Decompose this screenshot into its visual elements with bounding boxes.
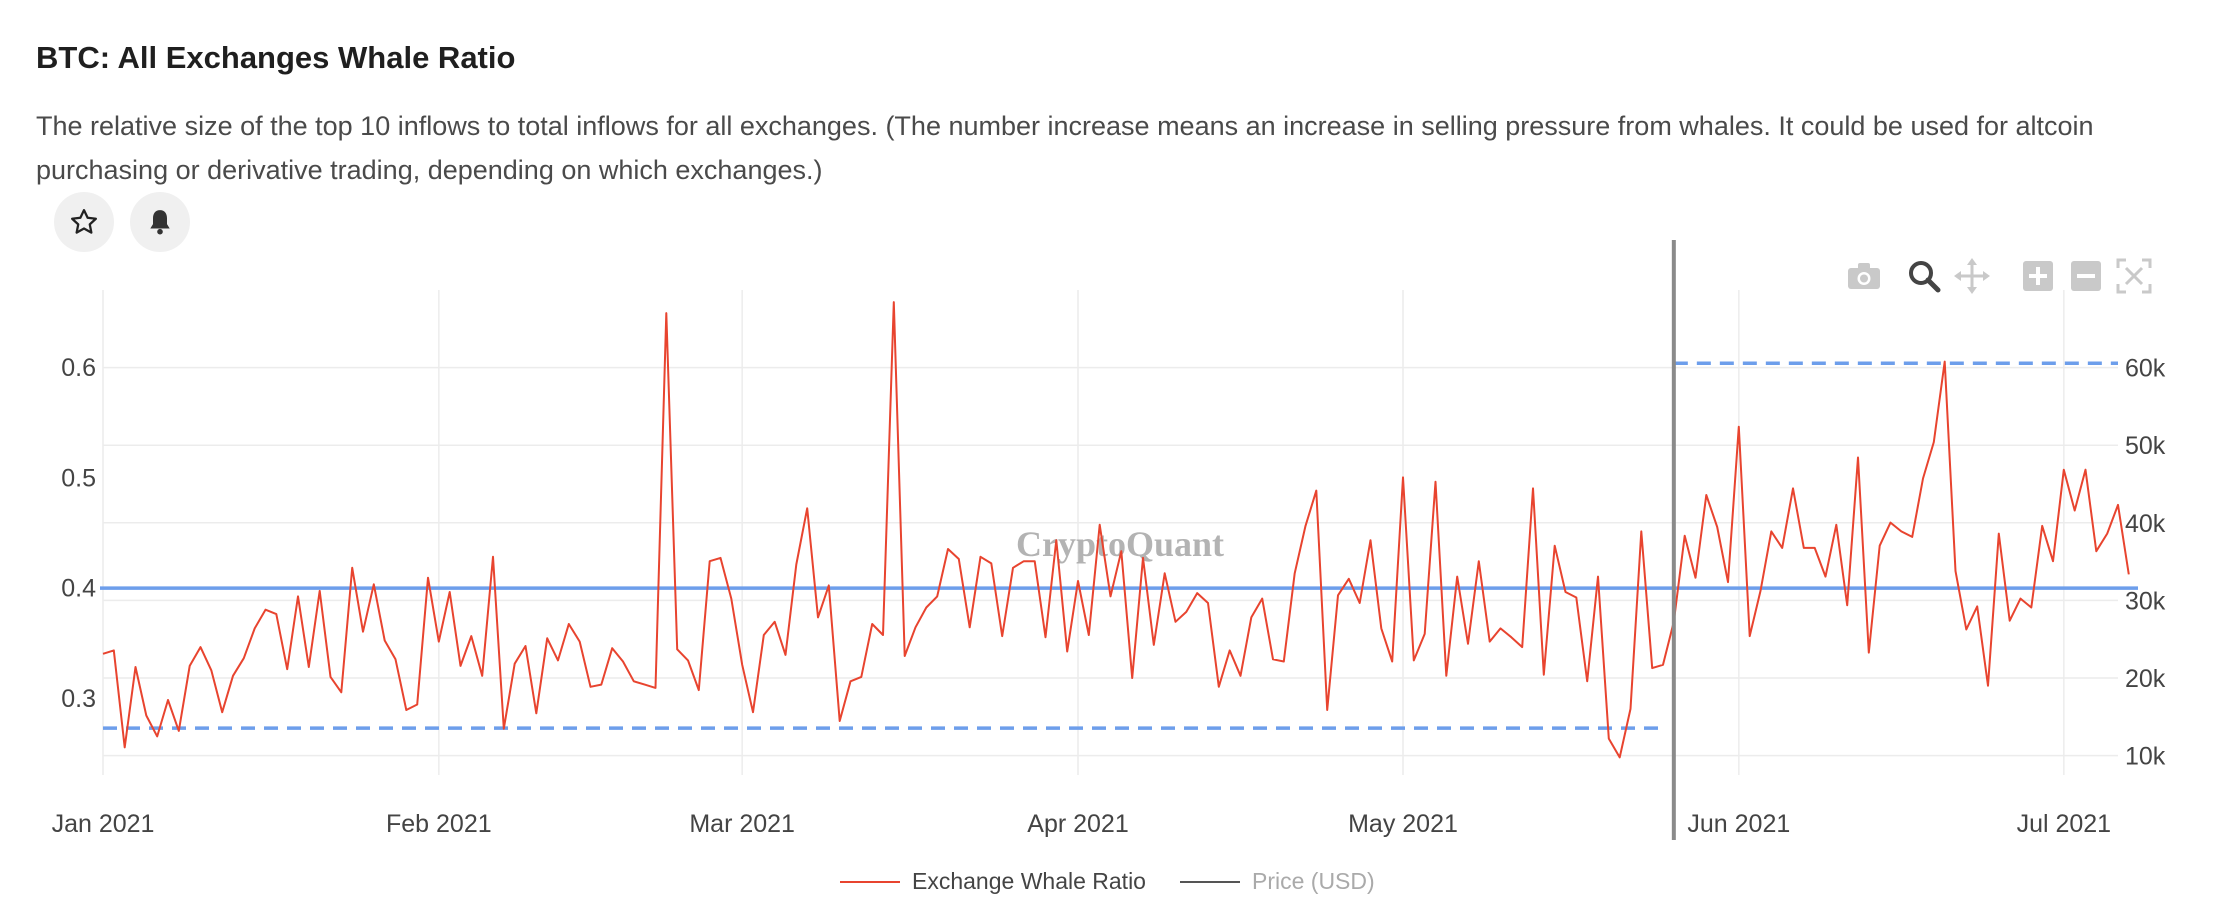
y-tick-label: 0.4 — [61, 575, 96, 603]
series-layer — [102, 301, 2130, 759]
legend-label: Exchange Whale Ratio — [912, 868, 1146, 894]
y2-tick-label: 30k — [2125, 587, 2166, 615]
x-tick-label: Feb 2021 — [386, 810, 492, 838]
y2-tick-label: 60k — [2125, 355, 2166, 383]
x-axis: Jan 2021 Feb 2021 Mar 2021 Apr 2021 May 2021… — [52, 810, 2112, 838]
reference-lines — [100, 361, 2138, 730]
y-tick-label: 0.5 — [61, 464, 96, 492]
camera-icon[interactable] — [1844, 256, 1884, 296]
y-axis-right: 10k 20k 30k 40k 50k 60k — [2125, 355, 2166, 771]
legend-swatch — [1180, 880, 1240, 883]
chart-grid — [102, 290, 2118, 775]
page-title: BTC: All Exchanges Whale Ratio — [36, 40, 516, 75]
legend-item-price[interactable]: Price (USD) — [1180, 868, 1375, 895]
autoscale-icon[interactable] — [2114, 256, 2154, 296]
zoom-icon[interactable] — [1904, 256, 1944, 296]
y-axis-left: 0.3 0.4 0.5 0.6 — [61, 354, 96, 713]
y2-tick-label: 10k — [2125, 743, 2166, 771]
bell-icon — [150, 210, 170, 235]
pan-icon[interactable] — [1952, 256, 1992, 296]
whale-ratio-chart: CryptoQuant 0.30.40.50.6 10k20k30k40k50k… — [52, 240, 2166, 840]
zoom-out-icon[interactable] — [2066, 256, 2106, 296]
favorite-button[interactable] — [54, 192, 114, 252]
x-tick-label: Jul 2021 — [2017, 810, 2112, 838]
y-tick-label: 0.3 — [61, 685, 96, 713]
x-tick-label: Mar 2021 — [689, 810, 795, 838]
page-description: The relative size of the top 10 inflows … — [36, 111, 2094, 185]
x-tick-label: Jun 2021 — [1687, 810, 1790, 838]
legend-label: Price (USD) — [1252, 868, 1375, 894]
x-tick-label: Jan 2021 — [52, 810, 155, 838]
y-tick-label: 0.6 — [61, 354, 96, 382]
star-icon — [71, 209, 97, 234]
x-tick-label: May 2021 — [1348, 810, 1458, 838]
alert-button[interactable] — [130, 192, 190, 252]
y2-tick-label: 20k — [2125, 665, 2166, 693]
chart-legend: Exchange Whale Ratio Price (USD) — [0, 868, 2214, 898]
x-tick-label: Apr 2021 — [1027, 810, 1128, 838]
legend-item-whale-ratio[interactable]: Exchange Whale Ratio — [840, 868, 1146, 895]
series-line-whale-ratio — [102, 301, 2130, 759]
y2-tick-label: 50k — [2125, 432, 2166, 460]
zoom-in-icon[interactable] — [2018, 256, 2058, 296]
legend-swatch — [840, 880, 900, 883]
y2-tick-label: 40k — [2125, 510, 2166, 538]
